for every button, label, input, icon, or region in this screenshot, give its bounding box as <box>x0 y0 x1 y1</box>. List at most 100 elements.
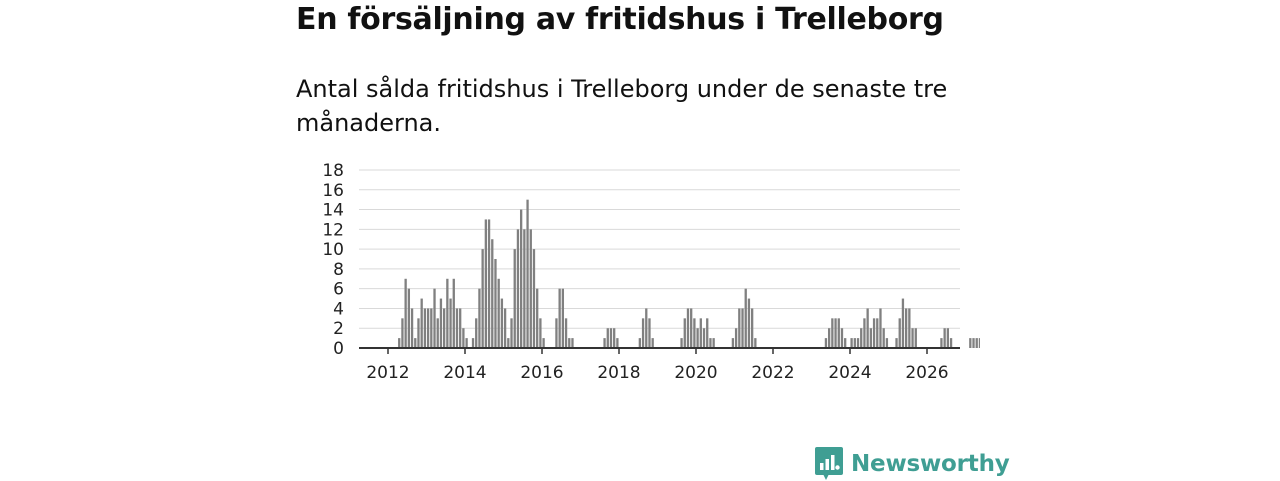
bar <box>744 288 747 348</box>
bar <box>866 308 869 348</box>
bar <box>706 318 709 348</box>
bar <box>651 338 654 348</box>
bar <box>398 338 401 348</box>
bar <box>686 308 690 348</box>
bar <box>606 328 609 348</box>
bar <box>750 308 754 348</box>
bar <box>613 328 616 348</box>
bar <box>519 209 523 348</box>
y-tick-label: 4 <box>333 299 344 319</box>
x-tick-label: 2022 <box>751 363 794 383</box>
chart-title: En försäljning av fritidshus i Trellebor… <box>296 2 944 37</box>
bar <box>734 328 738 348</box>
bar <box>908 308 911 348</box>
bar <box>404 278 407 348</box>
bar <box>696 328 699 348</box>
bar <box>969 338 972 348</box>
x-tick-label: 2014 <box>443 363 486 383</box>
bar <box>542 338 545 348</box>
y-tick-label: 12 <box>322 220 344 240</box>
bar <box>455 308 459 348</box>
bar <box>401 318 404 348</box>
bar <box>863 318 866 348</box>
x-tick-label: 2024 <box>828 363 871 383</box>
bar <box>532 249 536 348</box>
bar <box>834 318 837 348</box>
bar <box>943 328 946 348</box>
bar <box>536 288 539 348</box>
x-tick-label: 2012 <box>366 363 409 383</box>
bar <box>462 328 465 348</box>
y-tick-label: 10 <box>322 240 344 260</box>
y-tick-label: 0 <box>333 339 344 359</box>
bar <box>452 278 455 348</box>
bar <box>853 338 856 348</box>
bar <box>914 328 917 348</box>
bar <box>497 278 500 348</box>
bar <box>487 219 491 348</box>
y-tick-label: 16 <box>322 181 344 201</box>
bar <box>446 278 449 348</box>
bar <box>433 288 436 348</box>
bar <box>513 249 516 348</box>
bar <box>523 229 526 348</box>
y-tick-label: 2 <box>333 319 344 339</box>
bar <box>507 338 510 348</box>
bar <box>856 338 860 348</box>
bar <box>747 298 751 348</box>
bar <box>840 328 844 348</box>
brand-logo: Newsworthy <box>815 447 1010 481</box>
bar <box>831 318 834 348</box>
bar <box>407 288 411 348</box>
y-tick-label: 8 <box>333 260 344 280</box>
bar <box>430 308 433 348</box>
bar <box>449 298 452 348</box>
x-tick-label: 2018 <box>597 363 640 383</box>
bar <box>494 259 497 348</box>
bar <box>738 308 741 348</box>
bar <box>741 308 744 348</box>
bar <box>683 318 686 348</box>
bar <box>690 308 693 348</box>
bar <box>754 338 757 348</box>
bar <box>423 308 427 348</box>
bar <box>555 318 558 348</box>
bar <box>484 219 488 348</box>
bar <box>975 338 978 348</box>
bar <box>699 318 702 348</box>
bar <box>638 338 642 348</box>
bar <box>471 338 475 348</box>
bar <box>709 338 712 348</box>
bar <box>491 239 494 348</box>
bar <box>609 328 613 348</box>
bar <box>510 318 513 348</box>
bar <box>837 318 840 348</box>
bar <box>882 328 885 348</box>
bar <box>680 338 683 348</box>
bar <box>616 338 619 348</box>
newsworthy-logo-icon <box>815 447 843 480</box>
bar <box>539 318 542 348</box>
bar <box>571 338 574 348</box>
bar <box>872 318 876 348</box>
bar <box>417 318 420 348</box>
bar <box>869 328 873 348</box>
bar <box>436 318 439 348</box>
bar <box>529 229 532 348</box>
bar <box>850 338 853 348</box>
x-axis-ticks: 2012 2014 2016 2018 2020 2022 2024 2026 <box>366 348 949 383</box>
bar <box>568 338 571 348</box>
bar <box>478 288 481 348</box>
bar <box>978 338 980 348</box>
bar <box>879 308 882 348</box>
bar <box>603 338 606 348</box>
x-tick-label: 2020 <box>674 363 717 383</box>
bar <box>702 328 706 348</box>
bar <box>824 338 828 348</box>
bar <box>516 229 520 348</box>
bar <box>940 338 943 348</box>
bar <box>410 308 414 348</box>
bar <box>911 328 914 348</box>
